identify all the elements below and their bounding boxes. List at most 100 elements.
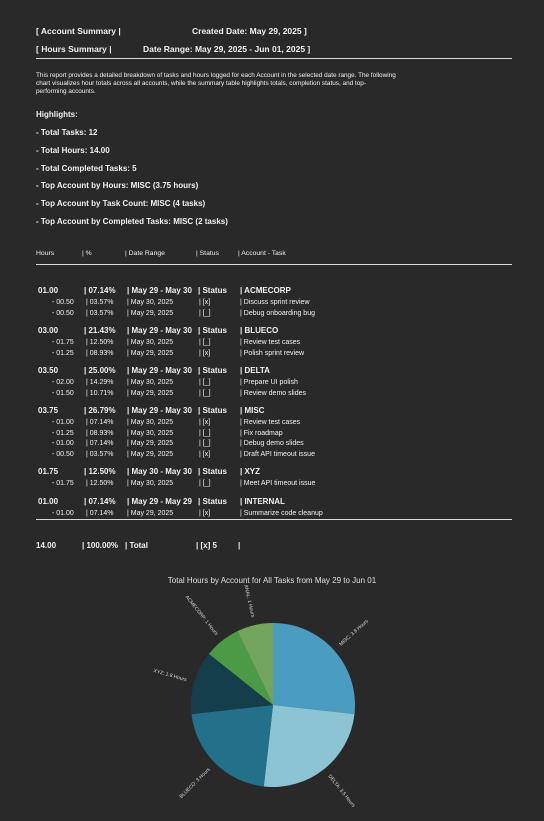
task-hours: - 01.25 [52,429,74,437]
account-account: | MISC [240,406,265,415]
account-status: | Status [198,326,227,335]
date-range-label: Date Range: May 29, 2025 - Jun 01, 2025 … [143,44,311,54]
task-hours: - 01.00 [52,440,74,447]
task-pct: | 07.14% [86,440,114,447]
account-summary-label: [ Account Summary | [36,26,121,36]
account-account: | INTERNAL [240,496,285,506]
task-date: | May 30, 2025 [127,429,174,437]
task-task: | Debug onboarding bug [240,309,315,317]
task-pct: | 03.57% [86,309,114,317]
account-hours: 01.00 [38,286,59,295]
task-status: | [_] [199,389,211,397]
task-pct: | 08.93% [86,429,114,437]
account-status: | Status [198,366,227,375]
pie-slice [273,623,355,715]
chart-title: Total Hours by Account for All Tasks fro… [167,576,377,585]
total-hours: 14.00 [36,541,57,550]
account-pct: | 25.00% [84,366,116,375]
pie-chart: MISC: 3.8 Hours DELTA: 3.5 Hours BLUECO: 3… [153,585,371,809]
account-hours: 01.75 [38,467,59,476]
intro-paragraph: This report provides a detailed breakdow… [36,72,396,96]
task-date: | May 30, 2025 [127,299,174,306]
table-header-divider [36,264,512,265]
pie-slice-label: XYZ: 1.8 Hours [153,668,188,683]
task-hours: - 00.50 [52,309,74,317]
task-task: | Debug demo slides [240,440,304,447]
task-status: | [_] [199,309,211,317]
task-status: | [_] [199,429,211,437]
task-task: | Review test cases [240,419,301,426]
account-status: | Status [198,286,227,295]
column-header: | Account - Task [238,250,286,257]
account-range: | May 29 - May 30 [127,326,192,335]
created-date-label: Created Date: May 29, 2025 ] [192,26,307,36]
account-account: | DELTA [240,366,270,375]
task-date: | May 30, 2025 [127,379,174,386]
task-task: | Summarize code cleanup [240,509,323,517]
pie-slice-label: DELTA: 3.5 Hours [327,774,357,809]
task-pct: | 03.57% [86,450,114,458]
task-status: | [_] [199,379,211,386]
total-status: | [x] 5 [196,541,217,550]
task-task: | Review test cases [240,339,301,346]
account-hours: 01.00 [38,496,59,506]
highlight-item: - Total Completed Tasks: 5 [36,163,137,173]
account-account: | XYZ [240,467,261,476]
account-range: | May 29 - May 30 [127,366,192,375]
table-bottom-divider [36,519,512,520]
account-pct: | 12.50% [84,467,116,476]
task-hours: - 01.00 [52,419,74,426]
account-pct: | 07.14% [84,286,116,295]
column-header: | Status [196,250,219,257]
task-pct: | 12.50% [86,480,114,487]
task-pct: | 07.14% [86,509,114,517]
column-header: Hours [36,250,55,257]
task-task: | Review demo slides [240,389,307,397]
task-task: | Discuss sprint review [240,299,310,306]
task-date: | May 29, 2025 [127,440,174,447]
task-status: | [x] [199,299,211,306]
total-pct: | 100.00% [82,541,119,550]
task-hours: - 01.50 [52,389,74,397]
highlights-title: Highlights: [36,110,78,119]
task-pct: | 14.29% [86,379,114,386]
account-pct: | 21.43% [84,326,116,335]
task-status: | [_] [199,480,211,487]
task-status: | [x] [199,450,211,458]
pie-slice-label: MISC: 3.8 Hours [338,618,370,647]
account-hours: 03.00 [38,326,59,335]
task-pct: | 03.57% [86,299,114,306]
account-hours: 03.50 [38,366,59,375]
account-range: | May 29 - May 30 [127,286,192,295]
task-date: | May 29, 2025 [127,389,174,397]
task-pct: | 12.50% [86,339,114,346]
task-date: | May 29, 2025 [127,509,174,517]
task-hours: - 00.50 [52,299,74,306]
highlight-item: - Top Account by Hours: MISC (3.75 hours… [36,181,199,191]
task-task: | Draft API timeout issue [240,450,315,458]
task-date: | May 30, 2025 [127,419,174,426]
total-label: | Total [125,541,148,550]
account-status: | Status [198,406,227,415]
pie-slice [263,705,355,787]
task-date: | May 29, 2025 [127,349,174,357]
column-header: | Date Range [125,250,165,257]
pie-slice-label: ACMECORP: 1 Hours [184,595,220,638]
account-account: | ACMECORP [240,286,291,295]
task-date: | May 29, 2025 [127,450,174,458]
highlight-item: - Total Hours: 14.00 [36,145,110,155]
highlight-item: - Top Account by Task Count: MISC (4 tas… [36,199,206,209]
task-pct: | 08.93% [86,349,114,357]
task-task: | Prepare UI polish [240,379,298,386]
task-status: | [_] [199,339,211,346]
total-end: | [238,541,241,550]
account-range: | May 29 - May 29 [127,496,192,506]
task-task: | Meet API timeout issue [240,480,316,487]
task-hours: - 01.00 [52,509,74,517]
account-range: | May 30 - May 30 [127,467,192,476]
task-hours: - 01.25 [52,349,74,357]
account-range: | May 29 - May 30 [127,406,192,415]
pie-slice [237,623,273,705]
account-pct: | 26.79% [84,406,116,415]
pie-slice-label: BLUECO: 3 Hours [179,766,212,799]
